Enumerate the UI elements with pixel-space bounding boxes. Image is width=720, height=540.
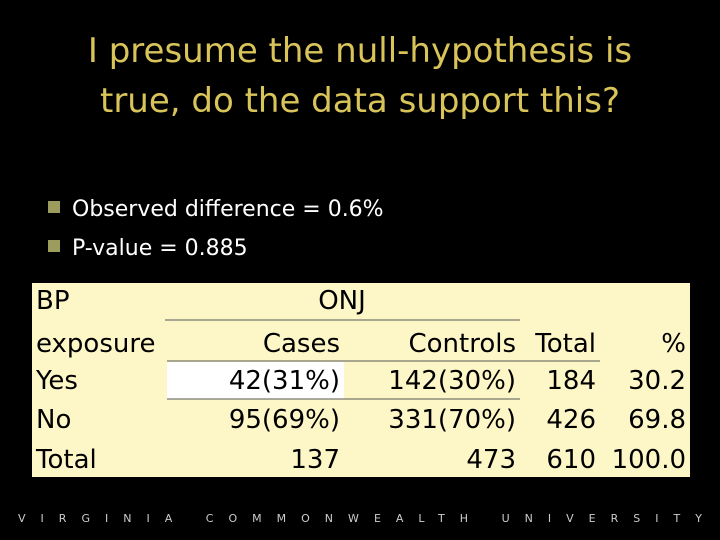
- table-header: ONJ: [318, 286, 366, 316]
- table-cell: Total: [35, 445, 97, 475]
- bullet: Observed difference = 0.6%: [72, 197, 384, 222]
- table-cell: 610: [546, 445, 596, 475]
- highlight-cell: [167, 362, 344, 399]
- bullet: P-value = 0.885: [72, 236, 248, 261]
- table-cell: 95(69%): [229, 405, 340, 435]
- table-cell: 30.2: [628, 366, 686, 396]
- bullet-icon: [48, 201, 60, 213]
- title-line: true, do the data support this?: [100, 81, 620, 121]
- table-cell: 142(30%): [388, 366, 516, 396]
- column-header: Total: [534, 329, 596, 359]
- table-cell: 426: [546, 405, 596, 435]
- table-header: BP: [36, 286, 70, 316]
- table-cell: 100.0: [612, 445, 686, 475]
- table-cell: 137: [290, 445, 340, 475]
- column-header: Controls: [408, 329, 516, 359]
- table-cell: 42(31%): [229, 366, 340, 396]
- title-line: I presume the null-hypothesis is: [88, 31, 632, 71]
- table-cell: 184: [546, 366, 596, 396]
- bullet-icon: [48, 240, 60, 252]
- table-cell: 331(70%): [388, 405, 516, 435]
- table-cell: Yes: [35, 366, 78, 396]
- column-header: exposure: [36, 329, 155, 359]
- column-header: %: [661, 329, 686, 359]
- table-cell: No: [36, 405, 71, 435]
- table-cell: 473: [466, 445, 516, 475]
- table-background: [32, 283, 690, 477]
- table-cell: 69.8: [628, 405, 686, 435]
- column-header: Cases: [263, 329, 340, 359]
